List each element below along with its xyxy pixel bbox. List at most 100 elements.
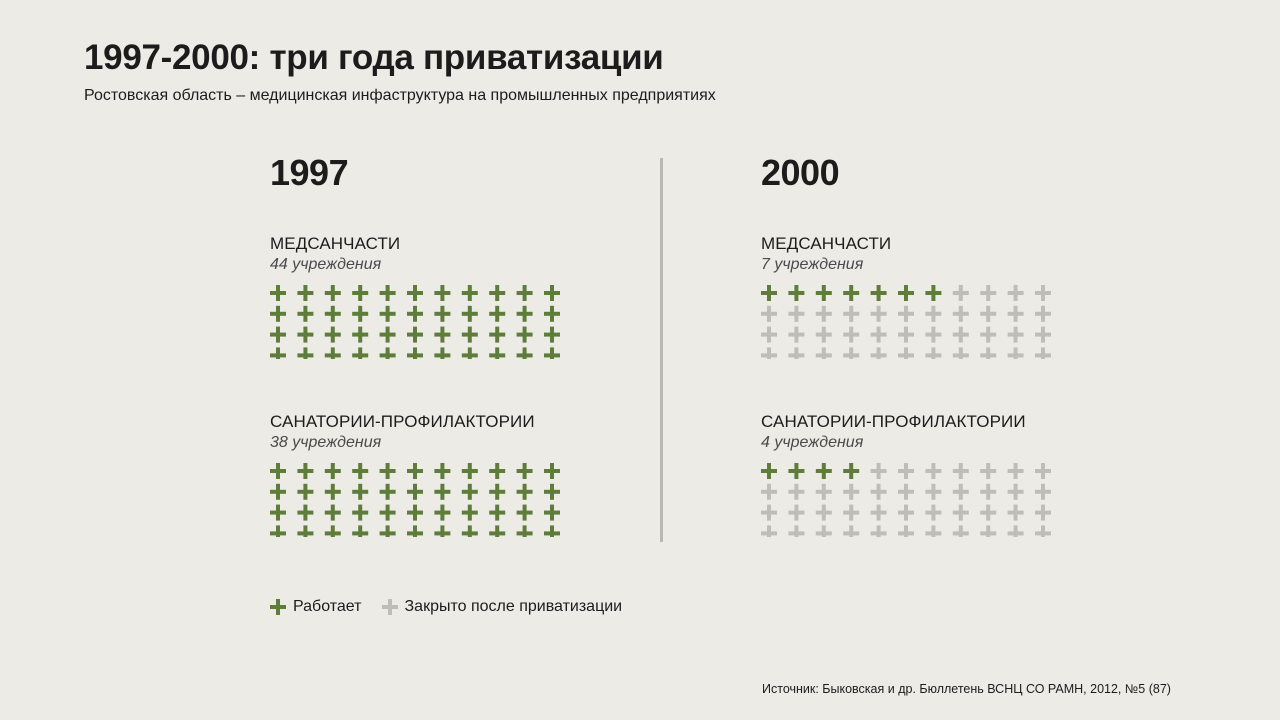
plus-mark-working <box>297 305 314 322</box>
plus-mark-closed <box>980 483 997 500</box>
plus-mark-working <box>434 525 451 537</box>
section-label: САНАТОРИИ-ПРОФИЛАКТОРИИ <box>761 412 1026 431</box>
plus-mark-working <box>407 504 423 521</box>
plus-mark-closed <box>1007 525 1024 537</box>
legend-label: Закрыто после приватизации <box>404 598 623 615</box>
plus-mark-closed <box>1007 326 1024 343</box>
plus-mark-closed <box>815 483 832 500</box>
plus-mark-working <box>516 483 533 500</box>
plus-mark-closed <box>815 326 832 343</box>
plus-mark-working <box>352 504 369 521</box>
plus-mark-working <box>352 326 369 343</box>
plus-mark-working <box>516 285 533 301</box>
plus-mark-closed <box>952 483 969 500</box>
legend-item-working: Работает <box>270 598 362 616</box>
panel-1997: 1997 МЕДСАНЧАСТИ 44 учреждения САНАТОРИИ… <box>270 150 670 550</box>
plus-mark-working <box>270 525 286 537</box>
plus-mark-working <box>544 525 560 537</box>
plus-mark-closed <box>1007 463 1024 479</box>
plus-mark-closed <box>870 326 887 343</box>
plus-mark-working <box>297 285 314 301</box>
plus-mark-working <box>297 483 314 500</box>
plus-mark-closed <box>1007 305 1024 322</box>
plus-mark-working <box>516 347 533 359</box>
plus-mark-working <box>379 504 396 521</box>
plus-mark-working <box>815 463 832 479</box>
plus-mark-closed <box>788 483 805 500</box>
section-count: 7 учреждения <box>761 256 864 273</box>
plus-mark-closed <box>980 463 997 479</box>
plus-mark-working <box>434 463 451 479</box>
plus-mark-closed <box>843 525 860 537</box>
plus-mark-working <box>352 285 369 301</box>
plus-mark-closed <box>788 525 805 537</box>
section-medsanchasti-2000: МЕДСАНЧАСТИ 7 учреждения <box>761 234 1061 359</box>
plus-mark-working <box>461 305 478 322</box>
plus-mark-closed <box>952 525 969 537</box>
waffle-grid <box>761 285 1051 359</box>
plus-mark-closed <box>870 525 887 537</box>
plus-mark-working <box>516 525 533 537</box>
plus-mark-closed <box>1035 525 1051 537</box>
plus-mark-closed <box>952 463 969 479</box>
plus-mark-working <box>352 463 369 479</box>
plus-mark-closed <box>1035 285 1051 301</box>
plus-mark-working <box>544 463 560 479</box>
plus-mark-closed <box>898 483 914 500</box>
plus-mark-working <box>434 285 451 301</box>
plus-mark-working <box>352 525 369 537</box>
plus-mark-working <box>270 285 286 301</box>
plus-mark-closed <box>952 326 969 343</box>
waffle-grid <box>270 285 560 359</box>
plus-mark-working <box>815 285 832 301</box>
section-count: 38 учреждения <box>270 434 382 451</box>
section-label: МЕДСАНЧАСТИ <box>761 234 892 253</box>
plus-mark-working <box>761 463 777 479</box>
plus-mark-closed <box>1035 463 1051 479</box>
plus-mark-closed <box>761 326 777 343</box>
plus-mark-closed <box>870 463 887 479</box>
plus-mark-working <box>324 504 341 521</box>
plus-mark-working <box>489 305 506 322</box>
plus-mark-closed <box>898 326 914 343</box>
plus-mark-closed <box>980 326 997 343</box>
plus-mark-working <box>270 347 286 359</box>
source-note: Источник: Быковская и др. Бюллетень ВСНЦ… <box>762 682 1171 696</box>
plus-mark-working <box>324 463 341 479</box>
plus-mark-working <box>379 326 396 343</box>
panel-year: 2000 <box>761 152 840 193</box>
plus-mark-closed <box>980 504 997 521</box>
plus-mark-working <box>352 305 369 322</box>
plus-mark-closed <box>815 504 832 521</box>
plus-mark-working <box>324 285 341 301</box>
page-title: 1997-2000: три года приватизации <box>84 38 664 77</box>
plus-mark-working <box>461 483 478 500</box>
plus-mark-closed <box>761 483 777 500</box>
plus-mark-working <box>461 463 478 479</box>
plus-mark-working <box>489 463 506 479</box>
waffle-grid <box>761 463 1051 537</box>
plus-mark-working <box>489 525 506 537</box>
plus-mark-working <box>843 463 860 479</box>
plus-mark-working <box>297 504 314 521</box>
plus-mark-closed <box>843 305 860 322</box>
plus-mark-working <box>379 305 396 322</box>
plus-mark-working <box>898 285 914 301</box>
plus-mark-working <box>516 504 533 521</box>
plus-mark-working <box>379 463 396 479</box>
plus-mark-closed <box>1007 285 1024 301</box>
plus-mark-closed <box>980 347 997 359</box>
plus-mark-working <box>270 305 286 322</box>
plus-mark-working <box>434 326 451 343</box>
plus-mark-closed <box>1035 483 1051 500</box>
plus-mark-closed <box>1035 305 1051 322</box>
plus-mark-closed <box>870 504 887 521</box>
plus-mark-working <box>324 347 341 359</box>
plus-mark-working <box>324 326 341 343</box>
plus-mark-working <box>489 285 506 301</box>
plus-mark-closed <box>1007 483 1024 500</box>
plus-mark-working <box>297 326 314 343</box>
plus-mark-closed <box>815 347 832 359</box>
plus-mark-working <box>407 525 423 537</box>
panel-2000: 2000 МЕДСАНЧАСТИ 7 учреждения САНАТОРИИ-… <box>761 150 1161 550</box>
